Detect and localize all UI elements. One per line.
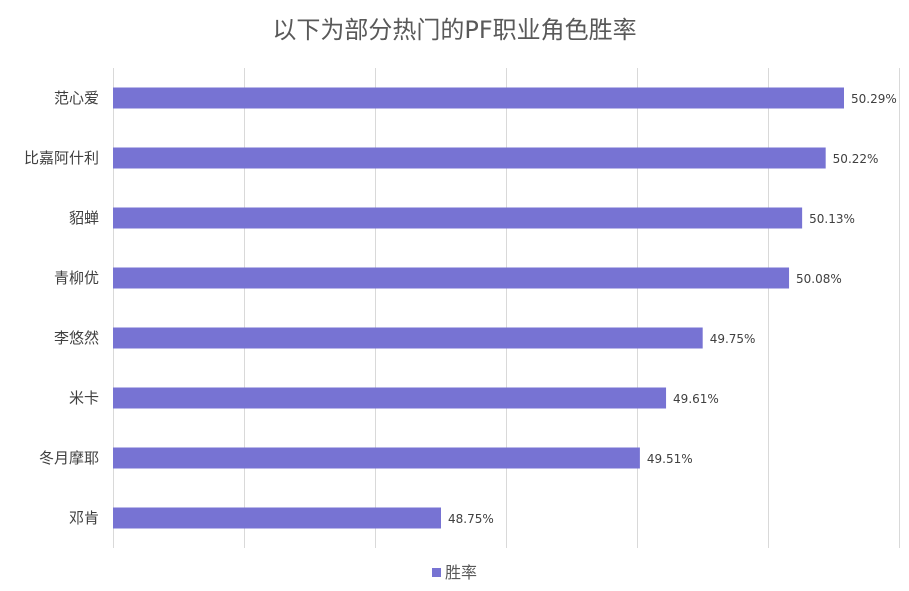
category-label: 邓肯 <box>69 509 99 527</box>
category-label: 貂蝉 <box>69 209 99 227</box>
data-label: 50.13% <box>809 212 855 226</box>
legend: 胜率 <box>0 559 909 583</box>
bar <box>113 207 803 229</box>
data-label: 50.08% <box>796 272 842 286</box>
data-label: 49.75% <box>710 332 756 346</box>
bar <box>113 267 790 289</box>
data-label: 49.51% <box>647 452 693 466</box>
bar <box>113 447 640 469</box>
legend-label: 胜率 <box>444 563 477 582</box>
category-label: 青柳优 <box>54 269 99 287</box>
data-label: 49.61% <box>673 392 719 406</box>
bar <box>113 507 441 529</box>
data-label: 48.75% <box>448 512 494 526</box>
category-label: 比嘉阿什利 <box>24 149 99 167</box>
chart-title: 以下为部分热门的PF职业角色胜率 <box>272 16 637 44</box>
category-label: 李悠然 <box>54 329 99 347</box>
legend-swatch <box>431 568 441 577</box>
bar <box>113 327 703 349</box>
category-label: 米卡 <box>69 389 99 407</box>
bar <box>113 387 667 409</box>
category-label: 范心爱 <box>54 89 99 107</box>
bar <box>113 87 844 109</box>
bar <box>113 147 826 169</box>
data-label: 50.29% <box>851 92 897 106</box>
data-label: 50.22% <box>833 152 879 166</box>
category-label: 冬月摩耶 <box>39 449 99 467</box>
